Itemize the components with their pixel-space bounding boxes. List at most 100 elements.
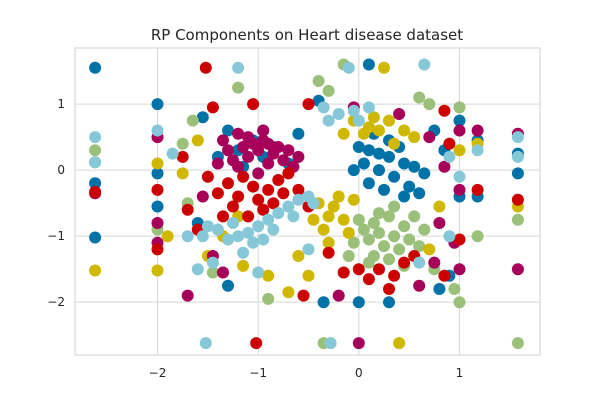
- data-point: [322, 246, 335, 259]
- data-point: [413, 187, 426, 200]
- data-point: [282, 167, 295, 180]
- data-point: [191, 134, 204, 147]
- data-point: [418, 58, 431, 71]
- data-point: [317, 223, 330, 236]
- data-point: [398, 190, 411, 203]
- data-point: [413, 240, 426, 253]
- data-point: [403, 180, 416, 193]
- data-point: [362, 121, 375, 134]
- data-point: [211, 187, 224, 200]
- data-point: [352, 114, 365, 127]
- data-point: [262, 269, 275, 282]
- data-point: [352, 296, 365, 309]
- data-point: [388, 230, 401, 243]
- data-point: [199, 337, 212, 350]
- data-point: [433, 283, 446, 295]
- series-4: [89, 61, 524, 350]
- data-point: [367, 217, 380, 229]
- data-point: [423, 98, 436, 111]
- data-point: [307, 213, 320, 226]
- data-point: [242, 131, 255, 144]
- data-point: [511, 337, 524, 350]
- data-point: [151, 217, 164, 229]
- data-point: [471, 144, 484, 157]
- data-point: [232, 190, 245, 203]
- y-axis-ticks: −2 −1 0 1: [47, 97, 65, 309]
- data-point: [250, 337, 263, 350]
- data-point: [262, 292, 275, 305]
- data-point: [89, 264, 102, 277]
- data-point: [151, 167, 164, 180]
- data-point: [327, 200, 340, 213]
- data-point: [388, 200, 401, 213]
- data-point: [383, 150, 395, 163]
- data-point: [191, 263, 204, 276]
- data-point: [302, 243, 315, 256]
- series-3: [89, 101, 524, 350]
- data-point: [292, 193, 305, 206]
- data-point: [211, 157, 224, 170]
- data-point: [257, 124, 270, 137]
- data-point: [347, 164, 360, 177]
- data-point: [352, 337, 365, 350]
- data-point: [373, 226, 385, 239]
- data-point: [398, 220, 411, 233]
- data-point: [443, 230, 456, 243]
- data-point: [89, 177, 102, 190]
- data-point: [267, 197, 280, 210]
- series-2: [89, 61, 524, 350]
- data-point: [347, 104, 360, 117]
- data-point: [199, 61, 212, 74]
- data-point: [362, 256, 375, 269]
- data-point: [362, 233, 375, 246]
- data-point: [511, 167, 524, 180]
- data-point: [277, 187, 290, 200]
- data-point: [307, 197, 320, 210]
- data-point: [423, 243, 436, 256]
- data-point: [181, 203, 194, 216]
- data-point: [511, 263, 524, 276]
- data-point: [413, 279, 426, 292]
- data-point: [388, 137, 401, 150]
- data-point: [511, 213, 524, 226]
- data-point: [342, 250, 355, 262]
- data-point: [332, 289, 345, 302]
- data-point: [408, 131, 421, 144]
- data-point: [352, 263, 365, 276]
- data-point: [89, 131, 102, 144]
- data-point: [352, 213, 365, 226]
- data-point: [322, 210, 335, 223]
- data-point: [362, 273, 375, 286]
- data-point: [413, 256, 426, 269]
- data-point: [217, 210, 229, 223]
- data-point: [418, 223, 431, 236]
- data-point: [373, 164, 385, 177]
- data-point: [252, 266, 265, 279]
- data-point: [337, 127, 350, 140]
- data-point: [282, 286, 295, 299]
- chart-title: RP Components on Heart disease dataset: [151, 26, 463, 44]
- data-point: [232, 61, 245, 74]
- data-point: [511, 150, 524, 163]
- data-point: [247, 180, 260, 193]
- data-point: [252, 167, 265, 180]
- data-point: [438, 104, 451, 117]
- data-point: [292, 250, 305, 262]
- data-point: [332, 108, 345, 120]
- data-point: [357, 157, 370, 170]
- data-point: [227, 154, 239, 167]
- data-point: [237, 170, 250, 183]
- data-point: [257, 203, 270, 216]
- data-point: [292, 183, 305, 196]
- data-point: [453, 263, 466, 276]
- data-point: [272, 141, 285, 153]
- data-point: [302, 98, 315, 111]
- data-point: [448, 283, 461, 295]
- data-point: [438, 160, 451, 173]
- data-point: [357, 223, 370, 236]
- x-axis-ticks: −2 −1 0 1: [149, 366, 464, 380]
- data-point: [232, 81, 245, 94]
- data-point: [347, 193, 360, 206]
- data-point: [453, 144, 466, 157]
